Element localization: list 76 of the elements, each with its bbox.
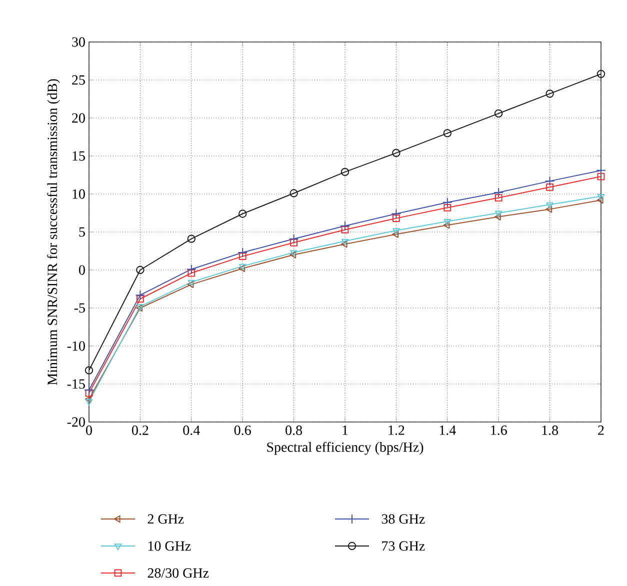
point	[597, 172, 605, 180]
x-tick-label: 1.6	[491, 426, 507, 435]
point	[443, 129, 452, 138]
x-tick-label: 0.8	[286, 426, 302, 436]
y-tick-label: 15	[72, 151, 85, 161]
point	[288, 234, 299, 244]
legend-label: 38 GHz	[382, 514, 425, 524]
x-tick-label: 0.4	[183, 426, 200, 436]
point	[442, 197, 452, 208]
y-tick-label: -20	[67, 417, 85, 427]
x-tick-label: 1.4	[440, 426, 456, 435]
point	[238, 248, 248, 258]
point	[135, 290, 146, 300]
point	[443, 222, 450, 229]
x-tick-label: 0.6	[234, 426, 251, 436]
y-tick-label: 10	[72, 189, 85, 199]
point	[596, 70, 606, 78]
y-tick-label: -5	[74, 303, 85, 313]
point	[544, 176, 555, 186]
x-tick-label: 1	[342, 426, 348, 435]
point	[392, 230, 398, 238]
x-tick-label: 2	[598, 426, 604, 435]
point	[85, 389, 93, 397]
point	[546, 90, 554, 98]
point	[186, 264, 196, 274]
point	[494, 213, 501, 220]
point	[341, 226, 349, 234]
point	[136, 295, 144, 303]
point	[596, 196, 604, 204]
legend-label: 28/30 GHz	[148, 568, 209, 578]
legend-label: 10 GHz	[148, 541, 191, 551]
point	[546, 183, 554, 191]
point	[340, 220, 350, 231]
point	[136, 266, 144, 274]
point	[238, 252, 246, 260]
x-tick-label: 0.2	[132, 426, 148, 436]
point	[494, 109, 503, 118]
point	[85, 399, 93, 406]
point	[494, 210, 502, 218]
y-tick-label: 25	[72, 75, 85, 85]
point	[444, 219, 452, 226]
point	[290, 238, 298, 246]
point	[391, 208, 402, 219]
point	[546, 202, 554, 209]
point	[188, 269, 196, 277]
point	[340, 240, 348, 248]
y-axis-title: Minimum SNR/SINR for successful transmission (dB)	[47, 79, 60, 385]
x-tick-label: 1.2	[388, 426, 404, 435]
point	[597, 194, 605, 200]
x-tick-label: 0	[86, 426, 92, 435]
x-tick-label: 1.8	[542, 426, 558, 436]
point	[596, 165, 606, 176]
point	[392, 228, 400, 235]
y-tick-label: 0	[79, 265, 85, 275]
y-tick-label: 5	[79, 227, 85, 237]
point	[392, 148, 400, 158]
y-tick-label: 20	[72, 113, 85, 123]
x-axis-title: Spectral efficiency (bps/Hz)	[267, 442, 424, 455]
point	[84, 366, 94, 374]
point	[494, 194, 502, 202]
point	[340, 168, 350, 176]
legend-label: 73 GHz	[382, 541, 425, 551]
point	[444, 204, 452, 212]
point	[84, 385, 94, 396]
point	[290, 189, 298, 198]
point	[494, 187, 504, 198]
point	[546, 206, 552, 213]
y-tick-label: 30	[72, 37, 85, 47]
point	[392, 214, 400, 222]
y-tick-label: -15	[67, 379, 85, 389]
y-tick-label: -10	[67, 341, 85, 351]
point	[238, 210, 247, 218]
point	[84, 396, 92, 403]
point	[341, 238, 349, 246]
legend-label: 2 GHz	[148, 514, 184, 524]
point	[187, 234, 196, 243]
